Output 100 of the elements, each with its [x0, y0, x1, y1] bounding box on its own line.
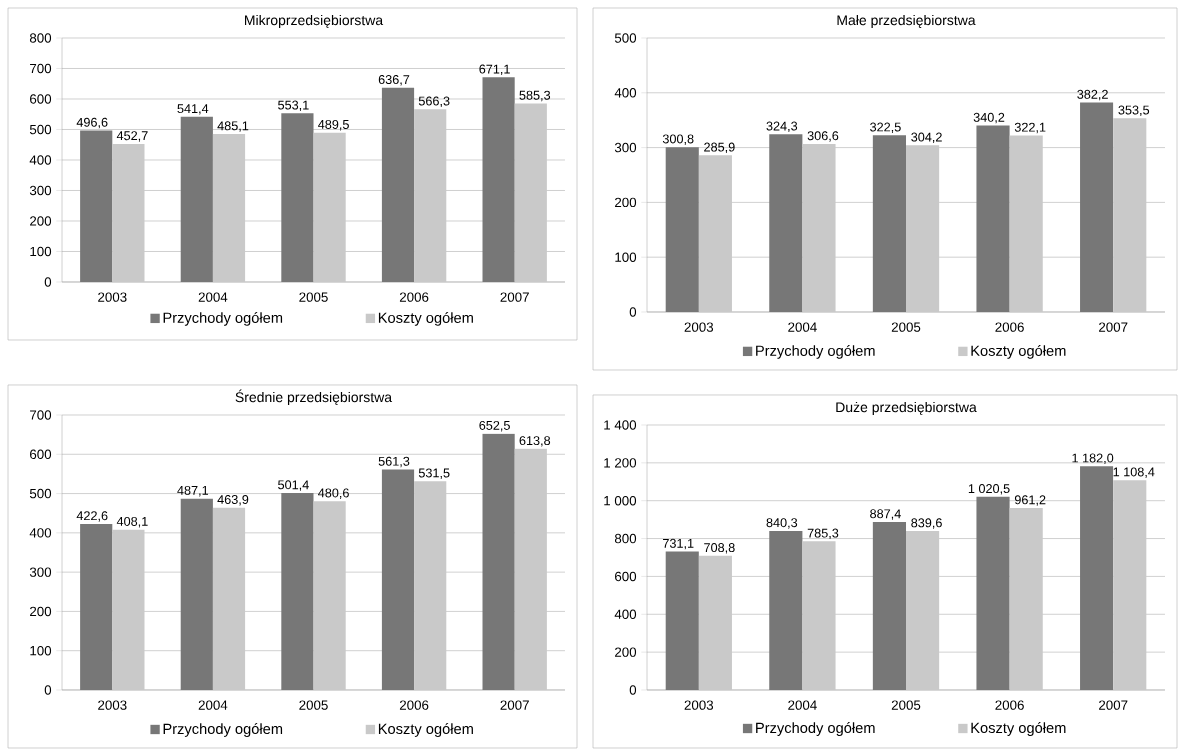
bar [1113, 480, 1147, 690]
y-tick-label: 300 [29, 185, 52, 196]
bar [482, 77, 515, 282]
bar [976, 125, 1010, 312]
x-tick-label: 2003 [98, 292, 127, 302]
y-tick-label: 1 000 [604, 495, 637, 506]
bar [698, 555, 732, 690]
legend-label: Koszty ogółem [971, 722, 1066, 736]
y-tick-label: 100 [615, 252, 637, 262]
bar [482, 433, 515, 690]
x-tick-label: 2004 [788, 322, 817, 332]
data-label: 708,8 [704, 543, 735, 554]
data-label: 887,4 [870, 509, 901, 520]
data-label: 585,3 [519, 90, 551, 102]
y-tick-label: 400 [614, 88, 637, 98]
bar [112, 143, 145, 282]
data-label: 304,2 [911, 132, 942, 144]
y-tick-label: 100 [30, 246, 52, 257]
bar [769, 530, 803, 690]
data-label: 531,5 [418, 468, 450, 479]
legend-label: Przychody ogółem [163, 723, 283, 737]
bar [80, 523, 113, 690]
bar [976, 496, 1010, 690]
y-tick-label: 500 [29, 488, 52, 499]
legend-label: Koszty ogółem [971, 345, 1066, 359]
x-tick-label: 2006 [399, 700, 429, 710]
x-tick-label: 2007 [500, 292, 529, 302]
y-tick-label: 1 400 [604, 420, 637, 430]
x-tick-label: 2003 [684, 700, 714, 710]
data-label: 285,9 [704, 142, 735, 154]
y-tick-label: 200 [615, 197, 637, 208]
y-tick-label: 600 [30, 94, 52, 104]
data-label: 636,7 [378, 75, 410, 86]
y-tick-label: 500 [614, 33, 637, 43]
bar [80, 130, 113, 282]
bar [802, 541, 836, 690]
chart-title: Mikroprzedsiębiorstwa [245, 14, 384, 28]
x-tick-label: 2006 [399, 292, 429, 302]
x-tick-label: 2003 [98, 700, 127, 710]
y-tick-label: 200 [615, 647, 637, 657]
data-label: 1 108,4 [1113, 467, 1155, 478]
data-label: 480,6 [318, 488, 349, 499]
data-label: 671,1 [479, 64, 510, 76]
bar [381, 87, 415, 282]
x-tick-label: 2007 [1099, 322, 1128, 332]
bar [906, 145, 940, 312]
data-label: 382,2 [1077, 89, 1108, 101]
y-tick-label: 200 [30, 216, 52, 226]
data-label: 496,6 [76, 117, 108, 129]
data-label: 487,1 [177, 485, 209, 497]
chart-title: Duże przedsiębiorstwa [836, 401, 977, 415]
x-tick-label: 2004 [198, 700, 228, 710]
data-label: 463,9 [217, 495, 249, 506]
y-tick-label: 0 [629, 685, 637, 695]
data-label: 452,7 [116, 131, 148, 142]
data-label: 353,5 [1118, 105, 1150, 117]
bar [665, 147, 699, 312]
data-label: 489,5 [318, 119, 349, 131]
bar [665, 551, 699, 690]
y-tick-label: 700 [30, 63, 52, 74]
bar [698, 155, 732, 312]
bar [281, 493, 314, 690]
legend-label: Przychody ogółem [163, 312, 283, 326]
y-tick-label: 300 [29, 567, 52, 577]
y-tick-label: 0 [629, 307, 637, 317]
x-tick-label: 2005 [299, 700, 328, 710]
chart-title: Małe przedsiębiorstwa [837, 14, 976, 28]
data-label: 840,3 [766, 518, 798, 529]
x-tick-label: 2006 [995, 700, 1024, 710]
data-label: 566,3 [418, 96, 450, 108]
bar [414, 481, 447, 690]
bar [313, 132, 346, 282]
chart-title: Średnie przedsiębiorstwa [235, 389, 393, 405]
data-label: 322,5 [870, 122, 901, 133]
bar [872, 135, 906, 312]
x-tick-label: 2003 [684, 322, 714, 332]
y-tick-label: 800 [614, 533, 637, 544]
legend-label: Przychody ogółem [756, 722, 875, 736]
data-label: 485,1 [217, 121, 249, 132]
y-tick-label: 200 [30, 606, 52, 617]
y-tick-label: 600 [30, 449, 52, 459]
legend-label: Koszty ogółem [378, 312, 473, 326]
bar [180, 116, 213, 282]
y-tick-label: 400 [29, 155, 52, 165]
bar [872, 522, 906, 690]
y-tick-label: 700 [30, 410, 52, 420]
x-tick-label: 2006 [995, 322, 1024, 332]
bar [1080, 102, 1114, 312]
bar [1009, 508, 1043, 690]
y-tick-label: 800 [29, 33, 52, 43]
x-tick-label: 2007 [500, 700, 529, 710]
data-label: 324,3 [766, 121, 798, 133]
bar [1113, 118, 1147, 312]
legend-label: Koszty ogółem [378, 723, 473, 737]
bar [313, 501, 346, 690]
bar [414, 109, 447, 282]
bar [381, 469, 415, 690]
bar [906, 531, 940, 690]
x-tick-label: 2007 [1099, 700, 1128, 710]
x-tick-label: 2004 [788, 700, 817, 710]
